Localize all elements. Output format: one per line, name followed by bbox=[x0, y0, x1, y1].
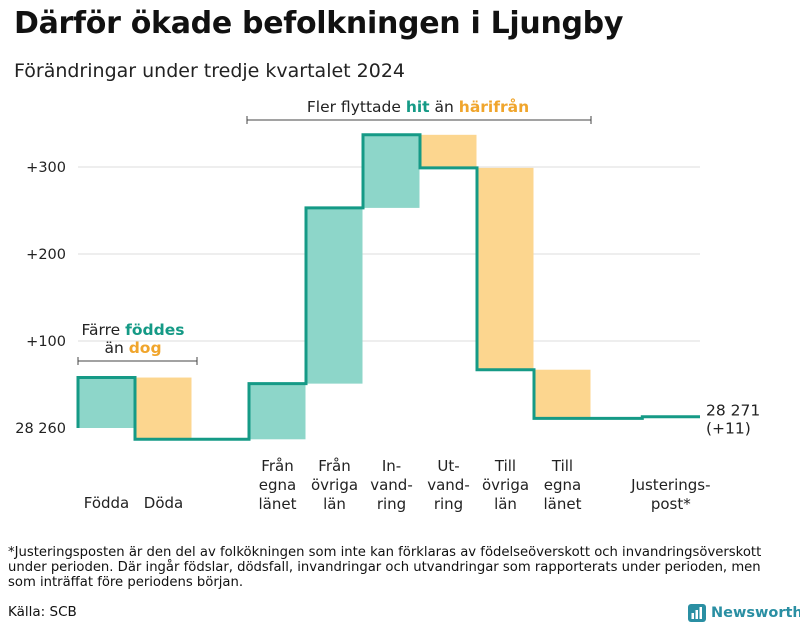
bar bbox=[306, 207, 363, 384]
y-tick-label: +200 bbox=[26, 247, 66, 263]
y-tick-label: 28 260 bbox=[15, 421, 66, 437]
end-change-label: (+11) bbox=[706, 420, 751, 438]
bar bbox=[477, 167, 534, 370]
end-value-label: 28 271 bbox=[706, 402, 760, 420]
waterfall-chart: 28 260 +100 +200 +300 Födda Döda Från egna länet… bbox=[15, 97, 760, 513]
category-label: Ut-vand-ring bbox=[427, 457, 470, 513]
annotation-left-line2: än dog bbox=[104, 339, 161, 357]
category-label: Döda bbox=[144, 494, 183, 512]
brand-name: Newsworthy bbox=[711, 605, 800, 621]
category-label: Från övriga län bbox=[311, 457, 358, 513]
bar-layer bbox=[78, 134, 591, 440]
y-tick-label: +100 bbox=[26, 334, 66, 350]
category-label: Till egna länet bbox=[544, 457, 582, 513]
category-label: Från egna länet bbox=[259, 457, 297, 513]
bar bbox=[420, 134, 477, 168]
chart-subtitle: Förändringar under tredje kvartalet 2024 bbox=[14, 60, 406, 82]
category-label: Till övriga län bbox=[482, 457, 529, 513]
bar bbox=[249, 383, 306, 440]
footnote: *Justeringsposten är den del av folkökni… bbox=[8, 545, 762, 590]
annotation-left-line1: Färre föddes bbox=[82, 321, 185, 339]
line-layer bbox=[76, 133, 700, 441]
chart-title: Därför ökade befolkningen i Ljungby bbox=[14, 6, 624, 41]
annotation-top: Fler flyttade hit än härifrån bbox=[307, 97, 529, 116]
brand-logo: Newsworthy bbox=[688, 602, 800, 624]
newsworthy-icon bbox=[688, 604, 706, 622]
bar bbox=[534, 369, 591, 419]
text-layer: 28 260 +100 +200 +300 Födda Döda Från egna länet… bbox=[15, 97, 760, 513]
category-label: Justerings-post* bbox=[630, 476, 710, 513]
running-total-line bbox=[76, 133, 700, 441]
category-label: In-vand-ring bbox=[370, 457, 413, 513]
source-label: Källa: SCB bbox=[8, 604, 77, 620]
bar bbox=[363, 134, 420, 208]
bar bbox=[135, 377, 192, 440]
y-tick-label: +300 bbox=[26, 160, 66, 176]
bar bbox=[78, 377, 135, 428]
category-label: Födda bbox=[84, 494, 130, 512]
